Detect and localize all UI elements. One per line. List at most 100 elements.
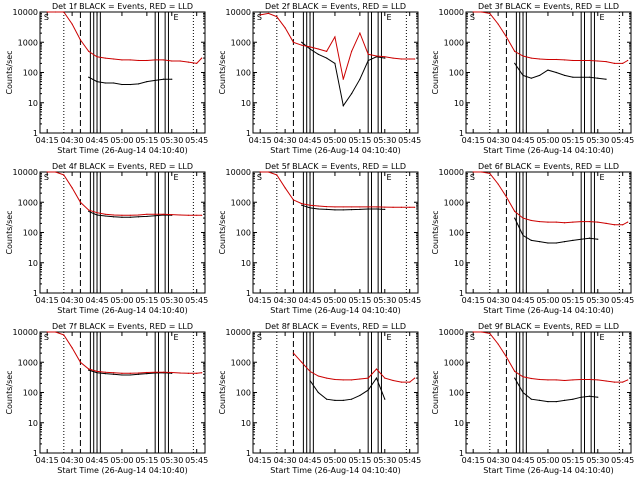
end-marker: E bbox=[173, 13, 178, 22]
lld-point bbox=[375, 206, 378, 208]
y-tick-label: 1000 bbox=[18, 198, 38, 207]
lld-point bbox=[88, 368, 90, 370]
x-tick-label: 05:30 bbox=[586, 136, 609, 145]
lld-point bbox=[301, 44, 303, 46]
lld-point bbox=[276, 174, 278, 176]
lld-point bbox=[588, 59, 591, 62]
lld-point bbox=[179, 60, 181, 62]
lld-point bbox=[129, 372, 131, 374]
y-tick-label: 10 bbox=[454, 99, 464, 108]
chart-title: Det 8f BLACK = Events, RED = LLD bbox=[265, 322, 406, 331]
events-point bbox=[588, 395, 591, 397]
events-point bbox=[96, 214, 98, 216]
detector-panel: Det 3f BLACK = Events, RED = LLD 1 10 100 10… bbox=[426, 0, 639, 160]
lld-point bbox=[137, 59, 140, 62]
y-tick-label: 100 bbox=[449, 69, 464, 78]
events-point bbox=[597, 77, 599, 79]
events-point bbox=[530, 398, 532, 400]
lld-point bbox=[162, 213, 165, 215]
x-tick-label: 04:45 bbox=[298, 296, 321, 305]
y-axis-label: Counts/sec bbox=[5, 370, 14, 414]
lld-point bbox=[605, 222, 607, 224]
lld-point bbox=[129, 214, 131, 216]
events-point bbox=[334, 209, 336, 211]
detector-chart: Det 5f BLACK = Events, RED = LLD 1 10 100 10… bbox=[218, 162, 421, 315]
lld-point bbox=[79, 361, 82, 363]
lld-point bbox=[334, 206, 336, 208]
chart-title: Det 7f BLACK = Events, RED = LLD bbox=[52, 322, 193, 331]
lld-point bbox=[196, 214, 198, 216]
detector-panel: Det 7f BLACK = Events, RED = LLD 1 10 100 10… bbox=[0, 320, 213, 480]
start-marker: S bbox=[257, 333, 262, 342]
lld-series-line bbox=[47, 171, 202, 216]
y-axis-label: Counts/sec bbox=[5, 210, 14, 254]
lld-point bbox=[267, 12, 270, 14]
lld-point bbox=[79, 39, 82, 41]
x-tick-label: 05:15 bbox=[135, 136, 158, 145]
detector-panel: Det 1f BLACK = Events, RED = LLD 1 10 100 10… bbox=[0, 0, 213, 160]
x-tick-label: 05:00 bbox=[323, 136, 346, 145]
events-point bbox=[563, 74, 566, 77]
start-marker: S bbox=[44, 173, 49, 182]
lld-point bbox=[522, 217, 524, 219]
events-point bbox=[572, 239, 574, 241]
lld-point bbox=[292, 199, 295, 201]
lld-point bbox=[54, 331, 57, 333]
events-point bbox=[367, 389, 369, 391]
events-point bbox=[309, 48, 311, 50]
events-point bbox=[375, 208, 378, 210]
x-axis-label: Start Time (26-Aug-14 04:10:40) bbox=[270, 146, 401, 155]
lld-point bbox=[259, 14, 261, 16]
lld-point bbox=[187, 61, 189, 63]
lld-point bbox=[580, 220, 582, 223]
lld-point bbox=[588, 220, 591, 223]
x-tick-label: 04:30 bbox=[487, 136, 510, 145]
plot-frame bbox=[39, 171, 206, 294]
events-point bbox=[572, 398, 574, 400]
x-tick-label: 04:15 bbox=[249, 136, 272, 145]
end-marker: E bbox=[599, 13, 604, 22]
lld-series-line bbox=[293, 352, 416, 383]
lld-point bbox=[480, 331, 483, 333]
end-marker: E bbox=[173, 333, 178, 342]
events-point bbox=[309, 379, 311, 382]
events-point bbox=[326, 208, 328, 211]
lld-point bbox=[154, 59, 156, 61]
x-tick-label: 05:15 bbox=[348, 296, 371, 305]
lld-point bbox=[113, 372, 115, 374]
plot-frame bbox=[252, 11, 419, 134]
y-tick-label: 10000 bbox=[13, 328, 38, 337]
x-tick-label: 04:30 bbox=[487, 456, 510, 465]
events-point bbox=[563, 241, 566, 243]
lld-point bbox=[400, 58, 402, 60]
y-tick-label: 10 bbox=[241, 99, 251, 108]
y-tick-label: 1000 bbox=[18, 38, 38, 47]
lld-point bbox=[392, 379, 394, 382]
events-point bbox=[605, 78, 607, 80]
x-tick-label: 04:45 bbox=[298, 136, 321, 145]
lld-point bbox=[489, 12, 491, 14]
start-marker: S bbox=[44, 333, 49, 342]
events-point bbox=[555, 401, 557, 403]
lld-point bbox=[522, 376, 524, 378]
end-marker: E bbox=[386, 13, 391, 22]
lld-point bbox=[563, 59, 566, 61]
lld-point bbox=[309, 204, 311, 206]
lld-point bbox=[409, 58, 411, 60]
events-series-line bbox=[514, 377, 598, 403]
events-point bbox=[555, 71, 557, 74]
end-marker: E bbox=[173, 173, 178, 182]
x-tick-label: 05:30 bbox=[373, 456, 396, 465]
y-tick-label: 10000 bbox=[226, 168, 251, 177]
events-point bbox=[539, 241, 541, 243]
events-point bbox=[88, 76, 90, 78]
y-tick-label: 100 bbox=[449, 389, 464, 398]
events-point bbox=[171, 78, 173, 80]
x-tick-label: 04:15 bbox=[36, 136, 59, 145]
y-axis-label: Counts/sec bbox=[431, 370, 440, 414]
y-tick-label: 1 bbox=[246, 289, 251, 298]
plot-frame bbox=[465, 331, 632, 454]
lld-point bbox=[113, 214, 115, 216]
lld-point bbox=[63, 174, 65, 176]
